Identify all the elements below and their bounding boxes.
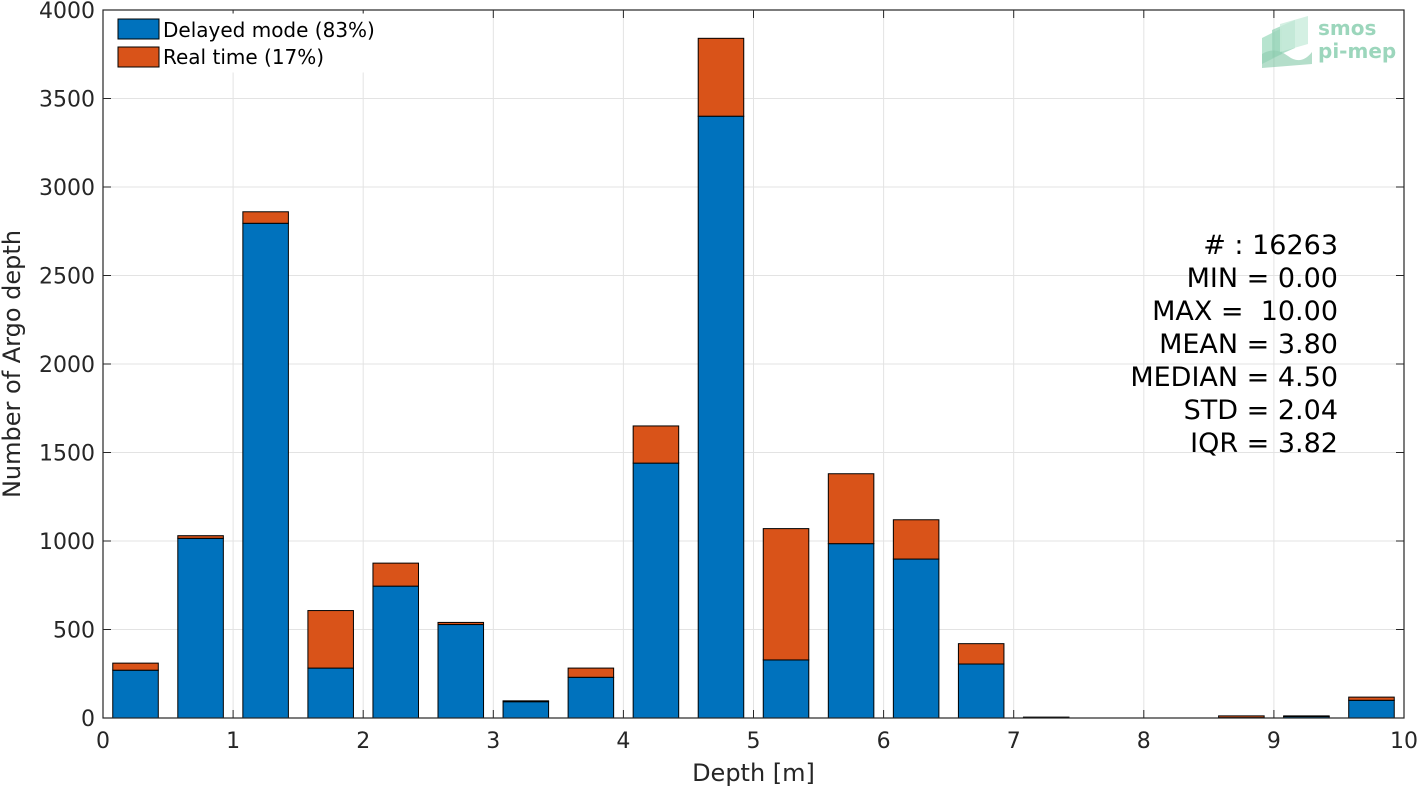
stat-mean: MEAN = 3.80 — [1159, 329, 1338, 360]
bar-real-time — [177, 535, 224, 539]
legend-label-delayed: Delayed mode (83%) — [163, 18, 375, 42]
x-tick-label: 2 — [356, 729, 370, 754]
smos-pimep-logo: smos pi-mep — [1262, 16, 1396, 68]
legend-swatch-realtime — [117, 46, 160, 68]
y-tick-label: 0 — [81, 707, 95, 732]
bar-real-time — [372, 562, 419, 587]
bar-delayed-mode — [762, 659, 810, 719]
y-tick-label: 3000 — [39, 176, 95, 201]
bar-real-time — [242, 211, 289, 224]
stat-iqr: IQR = 3.82 — [1190, 428, 1338, 459]
statistics-box: # : 16263 MIN = 0.00 MAX = 10.00 MEAN = … — [1130, 230, 1338, 459]
legend-swatch-delayed — [117, 18, 160, 40]
x-tick-label: 9 — [1267, 729, 1281, 754]
y-tick-label: 2000 — [39, 353, 95, 378]
axis-ticks: 0 1 2 3 4 5 6 7 8 9 10 0 500 1000 1500 2000 2500 3000 3500… — [39, 0, 1418, 754]
x-tick-label: 1 — [226, 729, 240, 754]
y-tick-label: 1000 — [39, 530, 95, 555]
logo-text-top: smos — [1318, 16, 1376, 40]
legend-label-realtime: Real time (17%) — [163, 45, 324, 69]
stat-median: MEDIAN = 4.50 — [1130, 362, 1338, 393]
x-tick-label: 8 — [1137, 729, 1151, 754]
y-tick-label: 3500 — [39, 88, 95, 113]
logo-text-bottom: pi-mep — [1318, 39, 1396, 63]
y-tick-label: 2500 — [39, 265, 95, 290]
bar-delayed-mode — [177, 537, 224, 719]
x-tick-label: 7 — [1007, 729, 1021, 754]
x-axis-title: Depth [m] — [692, 759, 815, 787]
y-tick-label: 1500 — [39, 442, 95, 467]
bar-delayed-mode — [892, 558, 940, 719]
bars — [112, 37, 1395, 719]
bar-delayed-mode — [567, 676, 615, 719]
bar-delayed-mode — [502, 701, 550, 719]
bar-real-time — [567, 667, 615, 678]
legend: Delayed mode (83%) Real time (17%) — [112, 13, 406, 73]
x-tick-label: 6 — [877, 729, 891, 754]
y-tick-label: 4000 — [39, 0, 95, 24]
x-tick-label: 0 — [96, 729, 110, 754]
y-axis-title: Number of Argo depth — [0, 230, 26, 498]
bar-real-time — [502, 700, 550, 703]
bar-delayed-mode — [1348, 699, 1395, 719]
bar-real-time — [1218, 715, 1265, 719]
stat-max: MAX = 10.00 — [1152, 296, 1338, 327]
bar-real-time — [112, 662, 159, 671]
bar-delayed-mode — [112, 669, 159, 719]
stat-std: STD = 2.04 — [1184, 395, 1338, 426]
bar-delayed-mode — [697, 115, 745, 719]
stat-count: # : 16263 — [1203, 230, 1338, 261]
bar-delayed-mode — [957, 663, 1005, 719]
bar-real-time — [957, 643, 1005, 665]
x-tick-label: 5 — [747, 729, 761, 754]
x-tick-label: 3 — [486, 729, 500, 754]
bar-real-time — [697, 37, 745, 117]
bar-real-time — [632, 425, 680, 464]
bar-real-time — [1348, 696, 1395, 701]
bar-delayed-mode — [437, 624, 485, 719]
logo-wave-icon — [1262, 16, 1312, 68]
bar-delayed-mode — [307, 667, 354, 719]
bar-real-time — [307, 610, 354, 669]
y-tick-label: 500 — [53, 619, 95, 644]
bar-delayed-mode — [242, 222, 289, 719]
bar-real-time — [437, 621, 485, 626]
bar-delayed-mode — [632, 462, 680, 719]
bar-real-time — [892, 519, 940, 560]
x-tick-label: 4 — [616, 729, 630, 754]
x-tick-label: 10 — [1390, 729, 1418, 754]
bar-delayed-mode — [827, 543, 875, 719]
bar-real-time — [827, 473, 875, 545]
bar-real-time — [1283, 715, 1330, 718]
bar-real-time — [762, 528, 810, 661]
stat-min: MIN = 0.00 — [1187, 263, 1338, 294]
bar-delayed-mode — [372, 585, 419, 719]
